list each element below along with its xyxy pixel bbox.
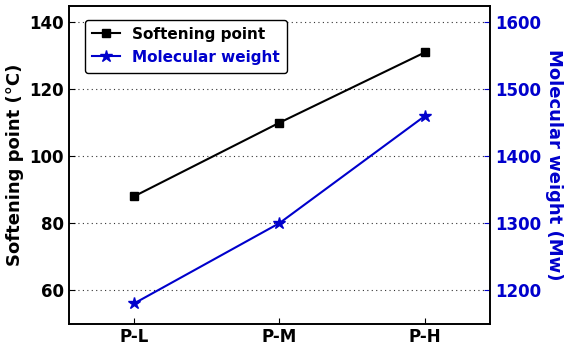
Softening point — [276, 121, 283, 125]
Molecular weight — [131, 301, 138, 306]
Molecular weight — [422, 114, 428, 118]
Softening point — [131, 194, 138, 199]
Y-axis label: Molecular weight (Mw): Molecular weight (Mw) — [546, 49, 563, 280]
Legend: Softening point, Molecular weight: Softening point, Molecular weight — [85, 20, 287, 73]
Line: Softening point: Softening point — [130, 48, 429, 201]
Softening point — [422, 50, 428, 55]
Line: Molecular weight: Molecular weight — [128, 110, 431, 310]
Y-axis label: Softening point (°C): Softening point (°C) — [6, 63, 23, 266]
Molecular weight — [276, 221, 283, 225]
